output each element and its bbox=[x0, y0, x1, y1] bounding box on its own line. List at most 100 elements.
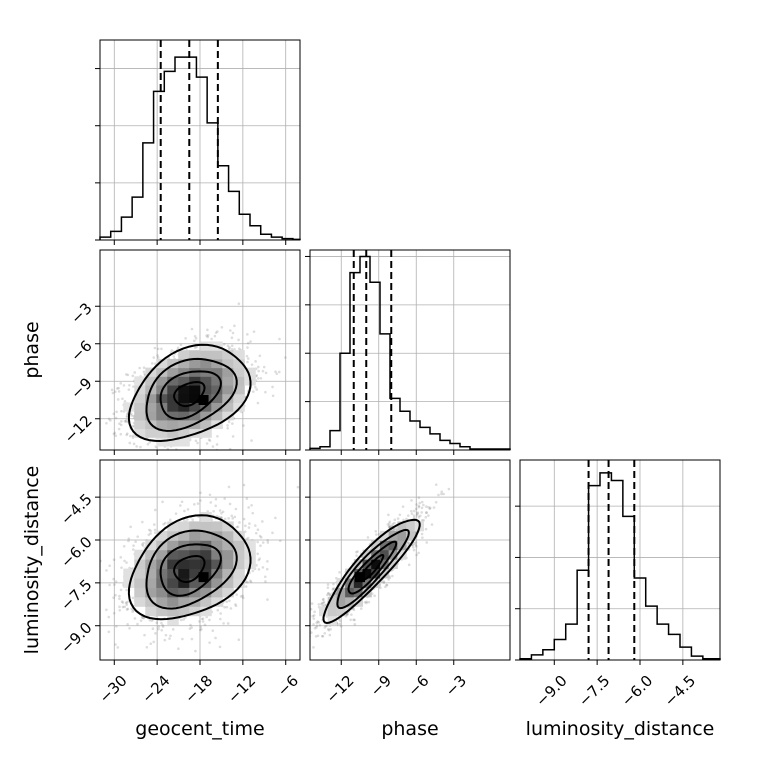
sample-point bbox=[210, 337, 213, 341]
sample-point bbox=[132, 442, 136, 446]
sample-point bbox=[105, 569, 108, 572]
sample-point bbox=[113, 583, 116, 586]
sample-point bbox=[188, 627, 192, 630]
density-cell bbox=[222, 587, 234, 598]
density-cell bbox=[145, 428, 157, 438]
density-cell bbox=[156, 393, 168, 403]
sample-point bbox=[264, 390, 267, 394]
sample-point bbox=[181, 637, 184, 641]
sample-point bbox=[153, 346, 157, 350]
sample-point bbox=[125, 561, 128, 564]
sample-point bbox=[310, 631, 313, 634]
density-cell bbox=[178, 568, 190, 579]
sample-point bbox=[257, 369, 260, 373]
density-cell bbox=[178, 578, 190, 588]
sample-point bbox=[166, 447, 170, 450]
sample-point bbox=[231, 517, 235, 520]
sample-point bbox=[127, 462, 130, 465]
density-cell bbox=[189, 530, 201, 541]
sample-point bbox=[134, 540, 137, 544]
sample-point bbox=[206, 335, 209, 339]
density-cell bbox=[178, 559, 190, 570]
sample-point bbox=[375, 533, 378, 536]
sample-point bbox=[136, 535, 139, 538]
sample-point bbox=[234, 507, 238, 511]
density-cell bbox=[156, 358, 168, 369]
sample-point bbox=[115, 410, 118, 414]
sample-point bbox=[442, 492, 445, 496]
sample-point bbox=[172, 355, 176, 358]
sample-point bbox=[149, 642, 153, 645]
sample-point bbox=[117, 386, 120, 390]
sample-point bbox=[231, 331, 235, 335]
sample-point bbox=[246, 333, 249, 336]
density-cell bbox=[233, 559, 245, 570]
sample-point bbox=[131, 434, 135, 437]
sample-point bbox=[332, 582, 335, 586]
sample-point bbox=[119, 432, 123, 436]
density-cell bbox=[200, 530, 212, 541]
sample-point bbox=[119, 588, 123, 592]
sample-point bbox=[131, 548, 135, 551]
density-cell bbox=[200, 606, 212, 617]
sample-point bbox=[365, 601, 368, 605]
sample-point bbox=[416, 513, 419, 517]
sample-point bbox=[328, 594, 332, 597]
sample-point bbox=[249, 340, 252, 343]
sample-point bbox=[205, 615, 208, 619]
sample-point bbox=[257, 568, 261, 571]
sample-point bbox=[407, 563, 411, 567]
sample-point bbox=[417, 551, 420, 555]
sample-point bbox=[245, 537, 248, 541]
sample-point bbox=[198, 620, 201, 623]
sample-point bbox=[393, 518, 397, 522]
sample-point bbox=[388, 526, 391, 529]
density-cell bbox=[189, 559, 201, 570]
sample-point bbox=[171, 628, 175, 631]
sample-point bbox=[237, 338, 240, 342]
sample-point bbox=[153, 523, 156, 526]
density-cell bbox=[189, 411, 201, 421]
sample-point bbox=[124, 601, 128, 605]
sample-point bbox=[207, 438, 211, 441]
sample-point bbox=[108, 564, 111, 568]
sample-point bbox=[152, 640, 155, 644]
sample-point bbox=[154, 632, 157, 635]
sample-point bbox=[215, 514, 219, 518]
sample-point bbox=[373, 594, 376, 598]
sample-point bbox=[177, 647, 180, 651]
density-cell bbox=[211, 411, 223, 421]
sample-point bbox=[131, 374, 135, 378]
sample-point bbox=[422, 503, 425, 507]
sample-point bbox=[225, 605, 229, 609]
sample-point bbox=[228, 502, 232, 506]
sample-point bbox=[237, 638, 241, 641]
density-cell bbox=[189, 402, 201, 412]
sample-point bbox=[169, 518, 172, 522]
sample-point bbox=[251, 569, 255, 573]
sample-point bbox=[127, 537, 131, 540]
sample-point bbox=[428, 507, 432, 511]
sample-point bbox=[118, 422, 121, 426]
sample-point bbox=[228, 447, 232, 450]
sample-point bbox=[418, 501, 422, 505]
sample-point bbox=[212, 509, 215, 513]
sample-point bbox=[233, 347, 236, 351]
density-cell bbox=[167, 568, 179, 579]
density-cell bbox=[156, 596, 168, 607]
sample-point bbox=[259, 536, 263, 539]
sample-point bbox=[145, 645, 149, 649]
density-cell bbox=[233, 376, 245, 386]
sample-point bbox=[117, 427, 121, 431]
sample-point bbox=[119, 556, 123, 559]
sample-point bbox=[179, 343, 183, 347]
sample-point bbox=[193, 334, 197, 338]
sample-point bbox=[194, 337, 198, 340]
sample-point bbox=[221, 510, 225, 514]
sample-point bbox=[245, 497, 249, 500]
sample-point bbox=[415, 545, 418, 548]
density-cell bbox=[167, 540, 179, 551]
sample-point bbox=[211, 445, 215, 448]
sample-point bbox=[196, 441, 199, 445]
sample-point bbox=[297, 636, 300, 639]
